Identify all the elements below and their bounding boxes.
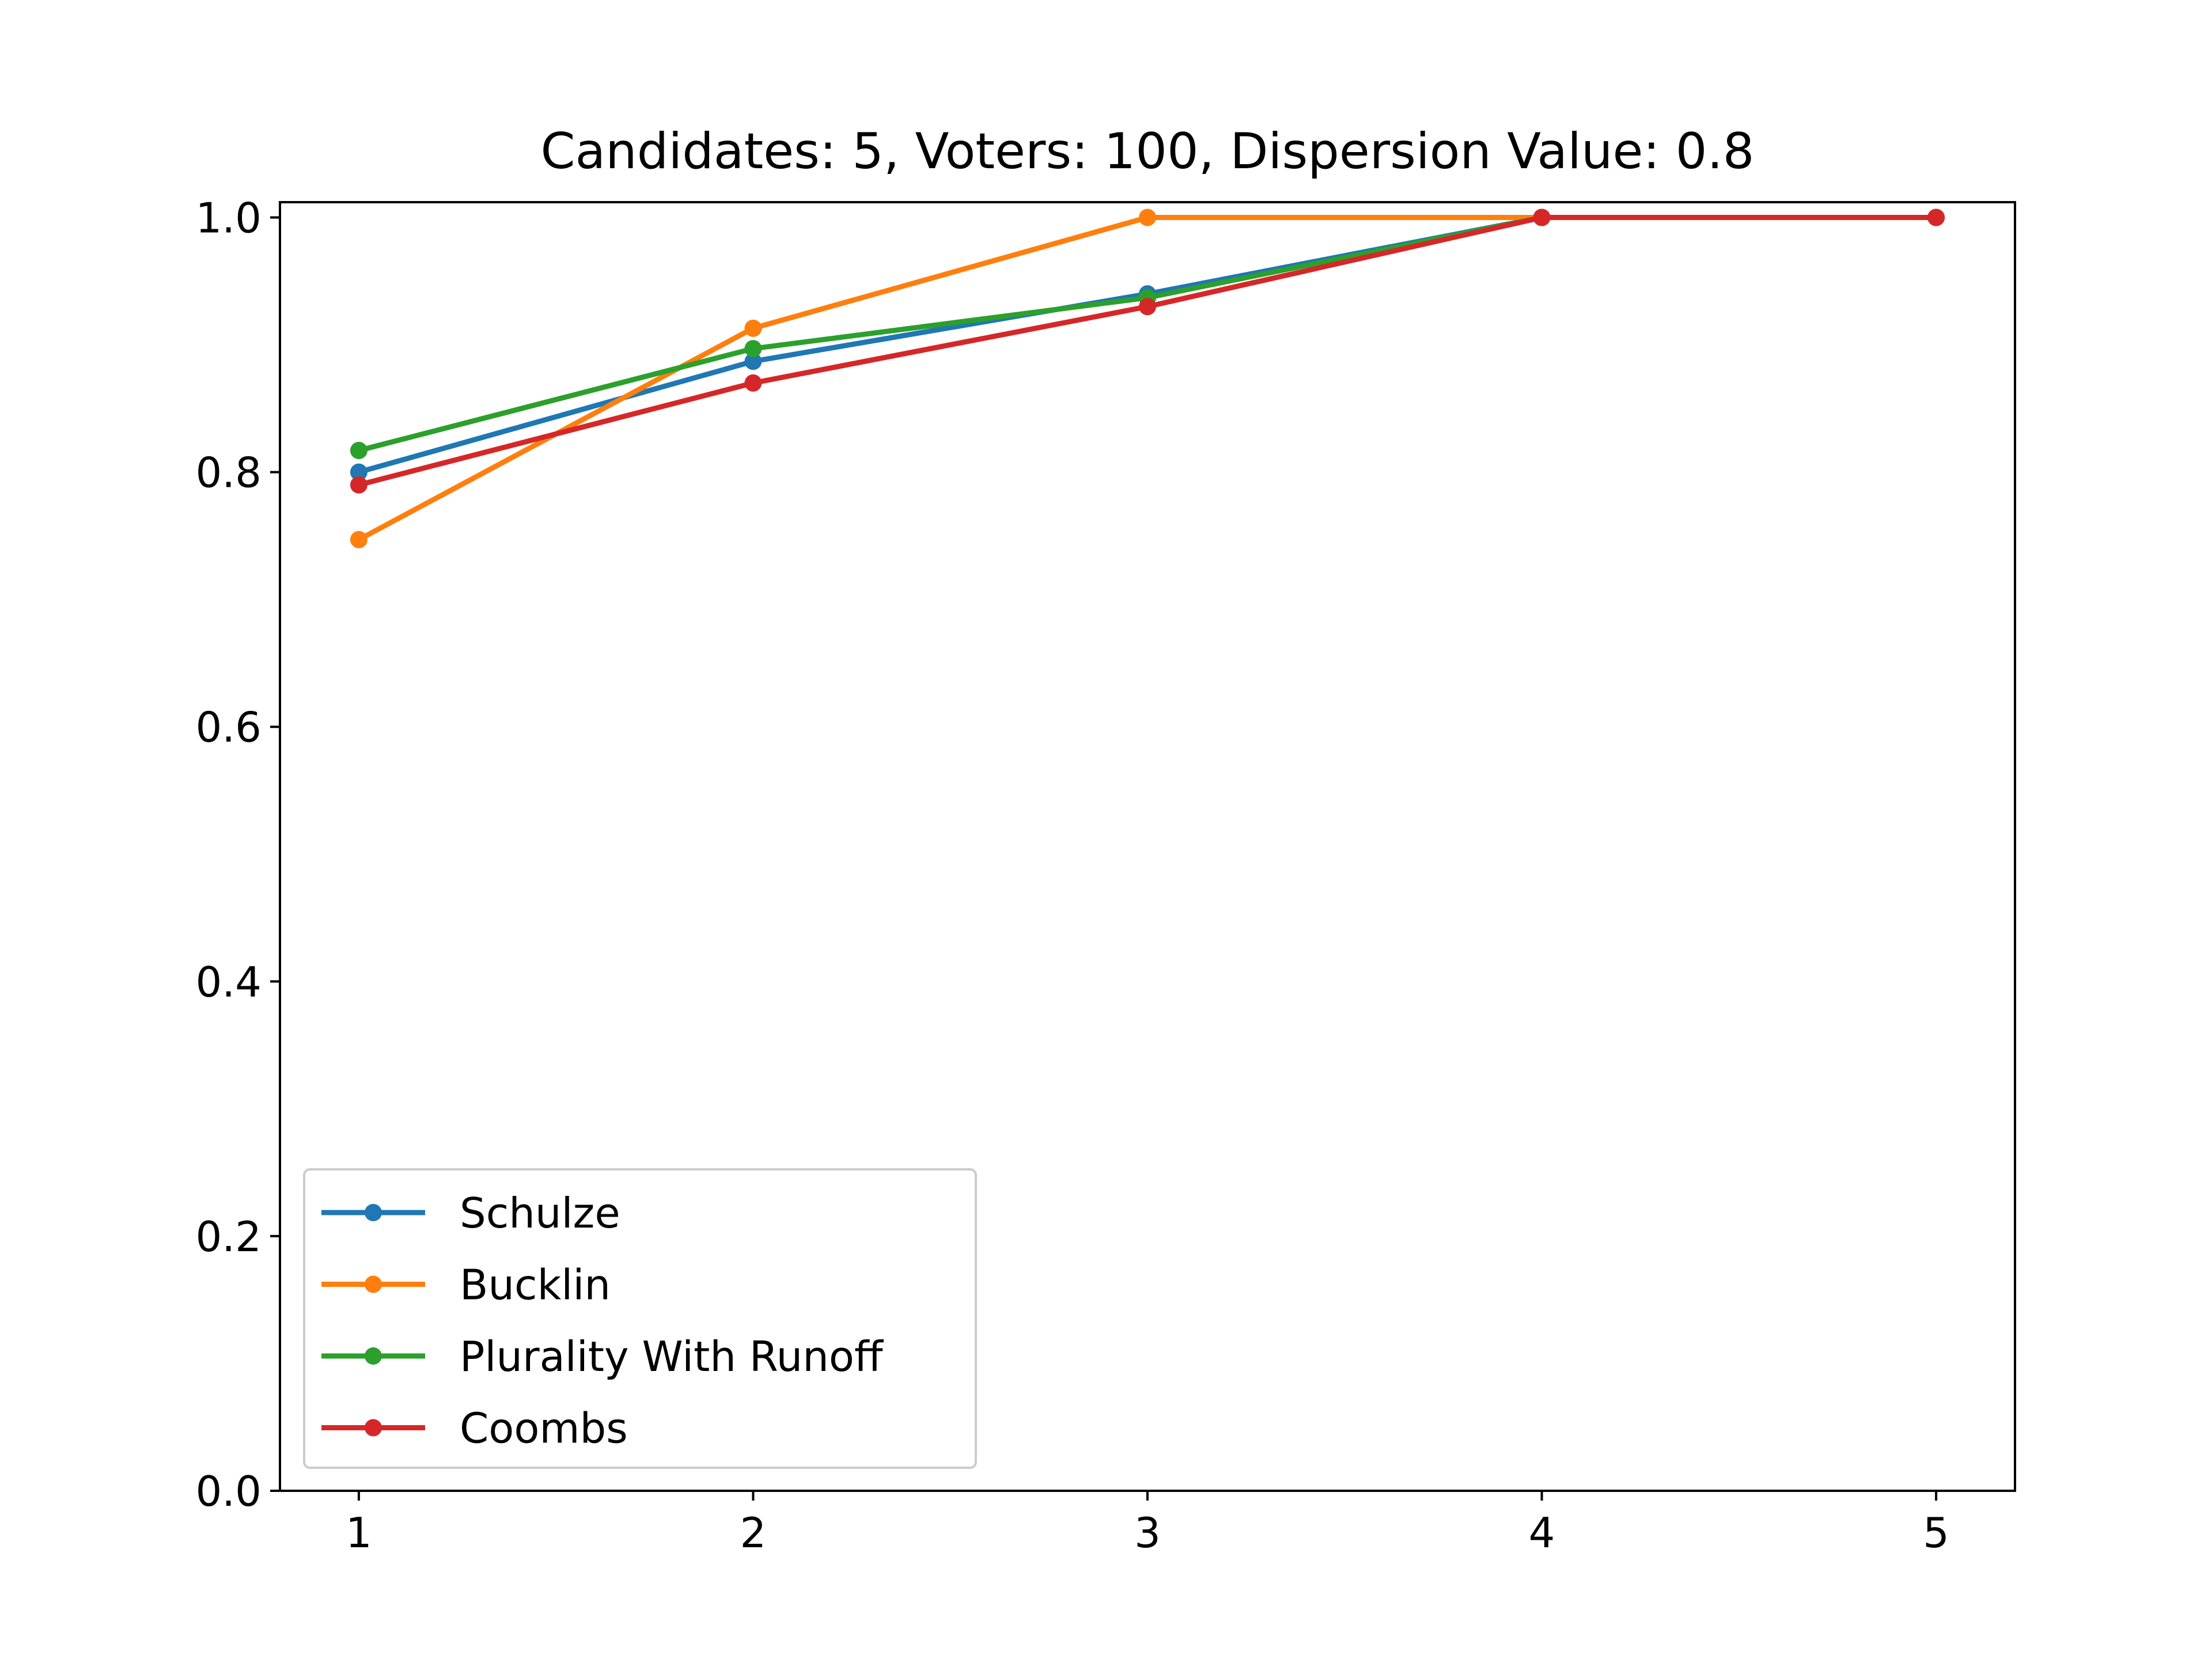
y-tick-label: 0.0 — [195, 1467, 262, 1516]
legend-label: Schulze — [460, 1189, 620, 1237]
legend: Schulze Bucklin Plurality With Runoff Coomb… — [303, 1168, 977, 1469]
y-tick-label: 0.2 — [195, 1213, 262, 1261]
legend-marker — [365, 1275, 382, 1293]
x-tick-label: 4 — [1529, 1509, 1555, 1557]
x-axis: 1 2 3 4 5 — [346, 1491, 1949, 1557]
data-point-bucklin — [1139, 209, 1156, 226]
data-point-coombs — [744, 374, 762, 392]
plot-frame — [279, 201, 2016, 1492]
y-tick-label: 0.4 — [195, 958, 262, 1006]
x-tick-label: 2 — [740, 1509, 767, 1557]
data-point-plurality-with-runoff — [744, 340, 762, 358]
legend-marker — [365, 1347, 382, 1365]
legend-label: Coombs — [460, 1404, 628, 1453]
data-point-coombs — [1927, 209, 1945, 226]
data-point-schulze — [744, 353, 762, 370]
legend-label: Plurality With Runoff — [460, 1332, 884, 1381]
legend-label: Bucklin — [460, 1261, 611, 1309]
y-axis: 0.0 0.2 0.4 0.6 0.8 1.0 — [195, 194, 280, 1516]
chart-title: Candidates: 5, Voters: 100, Dispersion V… — [540, 123, 1754, 180]
data-point-bucklin — [744, 319, 762, 337]
x-tick-label: 5 — [1923, 1509, 1949, 1557]
x-tick-label: 1 — [346, 1509, 372, 1557]
y-tick-label: 1.0 — [195, 194, 262, 243]
data-point-bucklin — [350, 531, 368, 548]
series-layer — [350, 209, 1945, 548]
legend-marker — [365, 1419, 382, 1437]
x-tick-label: 3 — [1134, 1509, 1161, 1557]
data-point-coombs — [350, 476, 368, 494]
data-point-schulze — [350, 463, 368, 481]
data-point-plurality-with-runoff — [350, 442, 368, 460]
legend-marker — [365, 1204, 382, 1221]
data-point-coombs — [1139, 298, 1156, 316]
y-tick-label: 0.6 — [195, 703, 262, 752]
data-point-coombs — [1533, 209, 1551, 226]
y-tick-label: 0.8 — [195, 449, 262, 497]
legend-box — [303, 1168, 977, 1469]
